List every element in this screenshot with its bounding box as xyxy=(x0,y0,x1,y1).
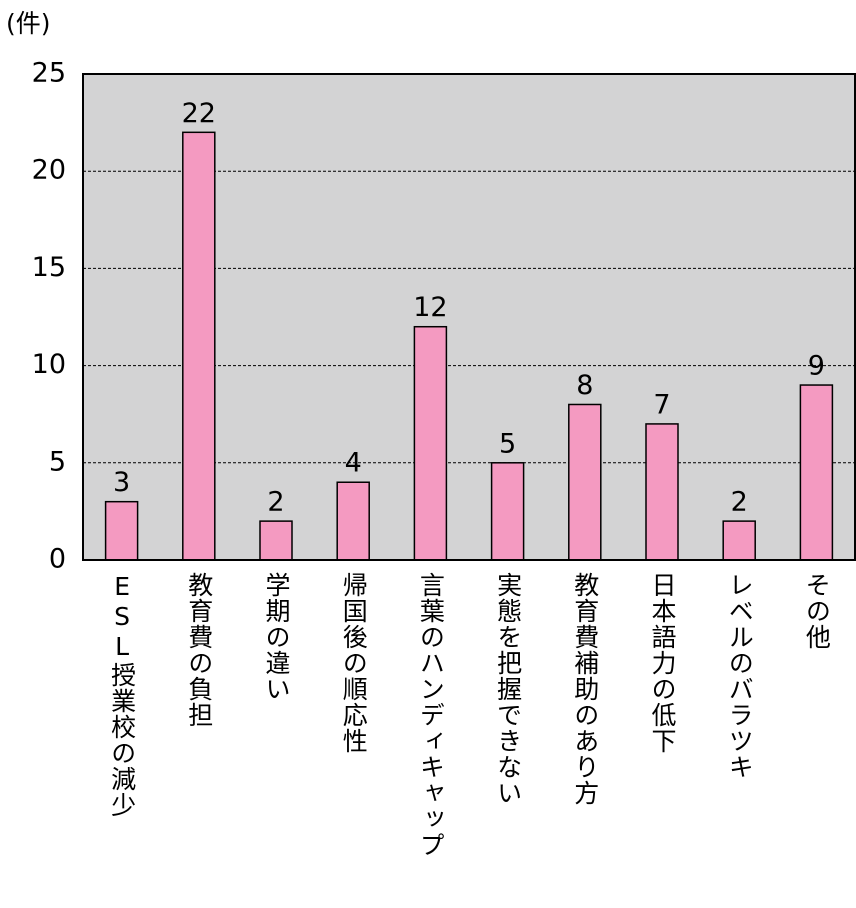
x-tick-label: その他 xyxy=(802,572,832,650)
bar xyxy=(413,325,448,561)
bar xyxy=(645,423,679,561)
x-tick-label: レベルのバラツキ xyxy=(725,572,755,780)
bar xyxy=(722,520,756,561)
value-label: 2 xyxy=(731,487,748,518)
y-tick-label: 15 xyxy=(32,252,66,283)
x-tick-label: ESL授業校の減少 xyxy=(107,572,137,818)
plot-frame xyxy=(82,73,856,561)
bar xyxy=(259,520,293,561)
bar xyxy=(182,131,216,561)
value-label: 9 xyxy=(808,351,825,382)
x-tick-label: 日本語力の低下 xyxy=(648,572,677,754)
x-tick-label: 教育費の負担 xyxy=(184,572,214,728)
y-tick-label: 10 xyxy=(32,349,66,380)
value-label: 4 xyxy=(345,448,362,479)
y-tick-label: 5 xyxy=(49,446,66,477)
value-label: 2 xyxy=(267,487,284,518)
value-label: 22 xyxy=(182,98,216,129)
x-tick-label: 教育費補助のあり方 xyxy=(570,572,600,806)
y-tick-label: 20 xyxy=(32,155,66,186)
bar xyxy=(104,500,139,561)
x-tick-label: 学期の違い xyxy=(262,572,291,702)
x-tick-label: 言葉のハンディキャップ xyxy=(416,572,446,858)
bar xyxy=(568,403,602,561)
value-label: 5 xyxy=(499,428,516,459)
bar xyxy=(799,384,834,561)
bar xyxy=(336,481,370,561)
y-tick-label: 25 xyxy=(32,58,66,89)
y-unit: (件) xyxy=(6,9,51,38)
value-label: 12 xyxy=(413,292,447,323)
value-label: 7 xyxy=(653,389,670,420)
y-tick-label: 0 xyxy=(49,544,66,575)
x-tick-label: 実態を把握できない xyxy=(493,572,523,806)
x-tick-label: 帰国後の順応性 xyxy=(339,572,369,754)
value-label: 3 xyxy=(113,467,130,498)
value-label: 8 xyxy=(576,370,593,401)
bar xyxy=(490,462,525,561)
